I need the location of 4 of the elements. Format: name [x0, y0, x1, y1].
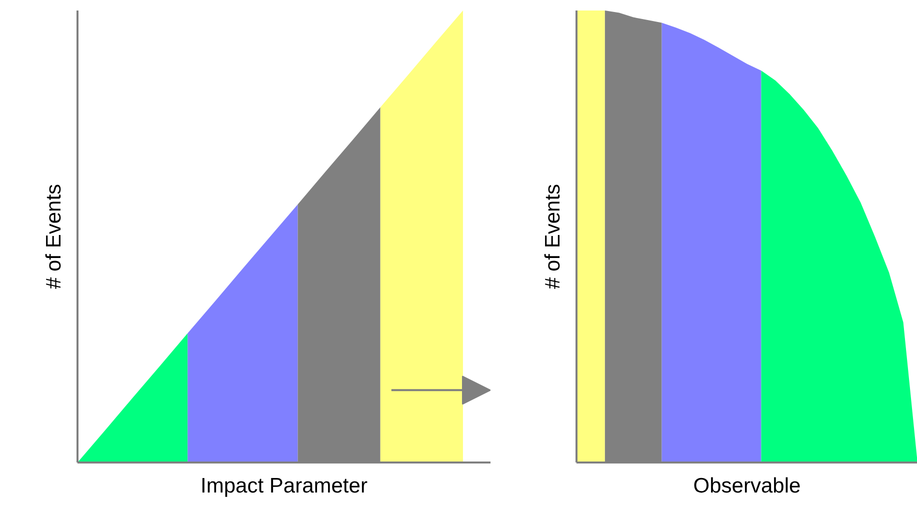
x-axis-title: Impact Parameter	[200, 474, 368, 498]
x-axis-title: Observable	[693, 474, 801, 498]
y-axis-title: # of Events	[542, 184, 564, 290]
y-axis-title: # of Events	[42, 184, 66, 290]
